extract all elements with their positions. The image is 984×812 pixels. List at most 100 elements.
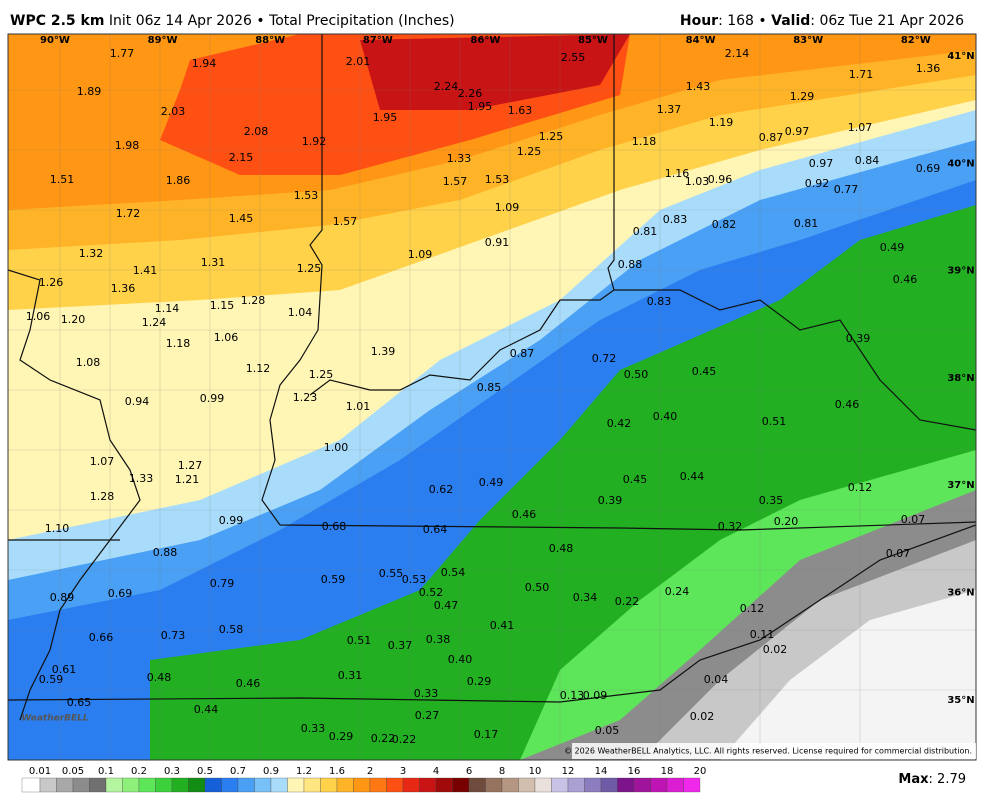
map-value: 0.45 — [692, 365, 717, 378]
map-value: 0.48 — [147, 671, 172, 684]
map-value: 1.51 — [50, 173, 75, 186]
map-value: 0.83 — [663, 213, 688, 226]
colorbar-label: 0.05 — [62, 766, 84, 777]
map-value: 1.25 — [517, 145, 542, 158]
map-value: 0.54 — [441, 566, 466, 579]
map-value: 1.86 — [166, 174, 191, 187]
map-value: 1.63 — [508, 104, 533, 117]
map-value: 1.31 — [201, 256, 226, 269]
colorbar-swatch — [105, 777, 123, 793]
map-value: 1.09 — [495, 201, 520, 214]
map-value: 0.97 — [809, 157, 834, 170]
map-value: 1.94 — [192, 57, 217, 70]
longitude-label: 90°W — [40, 35, 70, 46]
map-value: 0.87 — [510, 347, 535, 360]
map-value: 0.39 — [598, 494, 623, 507]
map-value: 0.41 — [490, 619, 515, 632]
map-value: 0.38 — [426, 633, 451, 646]
map-value: 0.62 — [429, 483, 454, 496]
colorbar-label: 16 — [628, 766, 641, 777]
map-value: 0.87 — [759, 131, 784, 144]
colorbar-label: 0.7 — [230, 766, 246, 777]
max-label: Max — [898, 772, 929, 787]
latitude-label: 38°N — [947, 373, 974, 384]
map-value: 1.12 — [246, 362, 271, 375]
map-value: 1.07 — [90, 455, 115, 468]
map-value: 0.22 — [371, 732, 396, 745]
map-frame — [7, 33, 977, 761]
map-value: 0.91 — [485, 236, 510, 249]
map-value: 1.20 — [61, 313, 86, 326]
latitude-label: 35°N — [947, 695, 974, 706]
map-value: 1.24 — [142, 316, 167, 329]
map-value: 1.36 — [111, 282, 136, 295]
map-value: 1.28 — [90, 490, 115, 503]
map-value: 2.03 — [161, 105, 186, 118]
colorbar-swatch — [171, 777, 189, 793]
map-value: 0.69 — [916, 162, 941, 175]
map-value: 1.37 — [657, 103, 682, 116]
hour-value: : 168 • — [718, 13, 767, 29]
colorbar-swatch — [188, 777, 206, 793]
map-value: 0.73 — [161, 629, 186, 642]
colorbar-label: 12 — [562, 766, 575, 777]
colorbar-swatch — [683, 777, 701, 793]
map-value: 0.66 — [89, 631, 114, 644]
map-value: 0.12 — [740, 602, 765, 615]
map-value: 0.59 — [321, 573, 346, 586]
map-value: 0.33 — [301, 722, 326, 735]
colorbar-label: 0.2 — [131, 766, 147, 777]
colorbar-swatch — [122, 777, 140, 793]
longitude-label: 89°W — [148, 35, 178, 46]
map-value: 0.85 — [477, 381, 502, 394]
latitude-label: 41°N — [947, 51, 974, 62]
valid-label: Valid — [771, 13, 810, 29]
map-value: 1.06 — [214, 331, 239, 344]
map-value: 0.40 — [653, 410, 678, 423]
colorbar-swatch — [353, 777, 371, 793]
map-value: 0.44 — [194, 703, 219, 716]
map-value: 0.81 — [633, 225, 658, 238]
map-value: 1.36 — [916, 62, 941, 75]
colorbar-swatch — [617, 777, 635, 793]
map-value: 1.53 — [485, 173, 510, 186]
dynamic: 1.77 1.94 2.01 2.55 2.14 1.71 1.36 1.89 2.03 2.24… — [21, 35, 975, 793]
map-value: 0.55 — [379, 567, 404, 580]
map-value: 1.95 — [373, 111, 398, 124]
colorbar-label: 3 — [400, 766, 406, 777]
zone — [360, 34, 630, 110]
map-value: 0.07 — [901, 513, 926, 526]
map-value: 0.05 — [595, 724, 620, 737]
colorbar-swatch — [485, 777, 503, 793]
colorbar-swatch — [237, 777, 255, 793]
map-value: 0.72 — [592, 352, 617, 365]
colorbar-label: 6 — [466, 766, 472, 777]
map-value: 1.16 — [665, 167, 690, 180]
map-value: 0.47 — [434, 599, 459, 612]
max: Max: 2.79 — [898, 772, 966, 787]
map-value: 1.18 — [632, 135, 657, 148]
map-value: 1.25 — [297, 262, 322, 275]
map-value: 0.09 — [583, 689, 608, 702]
colorbar-swatch — [534, 777, 552, 793]
county-lines — [8, 34, 976, 760]
map-value: 1.06 — [26, 310, 51, 323]
map-value: 1.23 — [293, 391, 318, 404]
map-value: 0.65 — [67, 696, 92, 709]
map-value: 0.29 — [329, 730, 354, 743]
colorbar-swatch — [551, 777, 569, 793]
map-value: 0.35 — [759, 494, 784, 507]
longitude-label: 83°W — [793, 35, 823, 46]
latitude-label: 39°N — [947, 266, 974, 277]
map-value: 2.24 — [434, 80, 459, 93]
colorbar-swatch — [402, 777, 420, 793]
map-value: 0.99 — [219, 514, 244, 527]
map-value: 0.51 — [347, 634, 372, 647]
colorbar-swatch — [435, 777, 453, 793]
map-value: 2.26 — [458, 87, 483, 100]
map-value: 0.17 — [474, 728, 499, 741]
map-value: 0.49 — [880, 241, 905, 254]
map-value: 2.14 — [725, 47, 750, 60]
map-value: 0.46 — [236, 677, 261, 690]
map-value: 1.09 — [408, 248, 433, 261]
